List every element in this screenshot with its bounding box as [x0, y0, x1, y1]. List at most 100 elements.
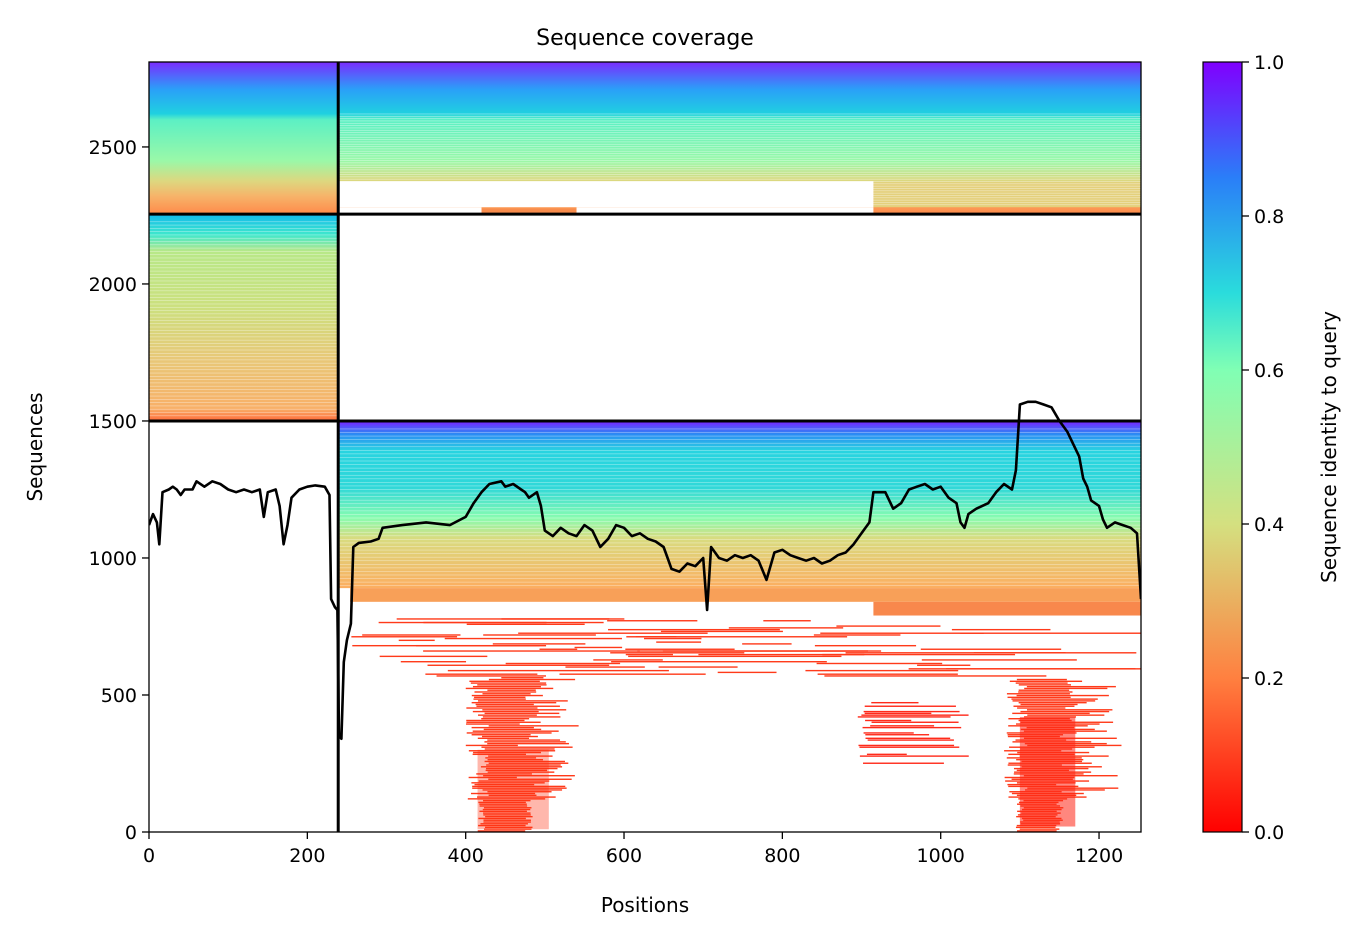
alignment-segment: [857, 716, 951, 718]
alignment-segment: [477, 684, 547, 686]
colorbar-tick-label: 1.0: [1254, 52, 1284, 74]
alignment-segment: [465, 687, 554, 690]
alignment-segment: [1024, 687, 1108, 690]
alignment-segment: [423, 621, 547, 624]
gap-streak: [149, 376, 339, 377]
alignment-segment: [644, 637, 702, 640]
alignment-segment: [814, 644, 917, 647]
alignment-segment: [479, 810, 527, 813]
chart-title: Sequence coverage: [536, 26, 754, 51]
alignment-segment: [400, 661, 467, 663]
alignment-segment: [479, 803, 527, 805]
gap-streak: [149, 274, 339, 275]
gap-streak: [149, 405, 339, 407]
gap-streak: [338, 542, 1141, 544]
gap-streak: [149, 224, 339, 226]
gap-streak: [149, 316, 339, 318]
gap-streak: [149, 251, 339, 252]
x-tick-label: 1000: [917, 845, 965, 867]
alignment-segment: [628, 655, 842, 658]
alignment-segment: [474, 691, 537, 693]
gap-streak: [338, 546, 1141, 547]
alignment-segment: [1015, 826, 1056, 829]
alignment-segment: [472, 730, 559, 732]
x-tick-label: 0: [143, 845, 155, 867]
alignment-segment: [1012, 700, 1096, 702]
alignment-segment: [820, 632, 984, 634]
alignment-segment: [866, 753, 907, 756]
gap-streak: [338, 174, 1141, 175]
y-tick-label: 500: [101, 685, 137, 707]
alignment-segment: [468, 750, 556, 752]
alignment-segment: [436, 675, 546, 677]
plot-frame: [148, 61, 1142, 833]
alignment-segment: [447, 669, 669, 672]
alignment-segment: [867, 739, 954, 741]
alignment-segment: [471, 734, 531, 736]
colorbar-label: Sequence identity to query: [1317, 311, 1341, 583]
gap-streak: [338, 118, 1141, 119]
alignment-segment: [501, 677, 544, 679]
alignment-segment: [870, 725, 935, 727]
alignment-segment: [487, 742, 569, 745]
alignment-segment: [593, 659, 663, 661]
alignment-segment: [465, 744, 518, 747]
x-tick-label: 1200: [1075, 845, 1123, 867]
alignment-segment: [539, 648, 578, 650]
alignment-segment: [473, 698, 526, 700]
alignment-segment: [488, 778, 572, 780]
alignment-segment: [483, 728, 542, 731]
gap-streak: [149, 247, 339, 249]
gap-streak: [149, 310, 339, 311]
gap-top-block-left: [338, 207, 482, 215]
alignment-segment: [859, 746, 960, 748]
alignment-segment: [466, 623, 585, 626]
alignment-segment: [625, 648, 735, 650]
alignment-segment: [611, 661, 827, 663]
y-tick-label: 1500: [89, 411, 137, 433]
gap-streak: [338, 503, 1141, 505]
alignment-segment: [477, 700, 568, 702]
gap-streak: [149, 313, 339, 315]
alignment-segment: [472, 685, 541, 688]
alignment-segment: [471, 726, 534, 729]
gap-streak: [338, 564, 1141, 565]
alignment-segment: [470, 792, 536, 795]
gap-streak: [149, 244, 339, 246]
alignment-segment: [862, 726, 962, 729]
y-tick-label: 2500: [89, 137, 137, 159]
gap-streak: [338, 553, 1141, 554]
alignment-segment: [481, 746, 573, 748]
alignment-segment: [1015, 682, 1068, 684]
alignment-segment: [487, 739, 561, 741]
gap-streak: [149, 343, 339, 344]
gap-streak: [338, 167, 1141, 168]
gap-streak: [338, 432, 1141, 433]
heatmap-band-orange: [350, 588, 1141, 602]
gap-streak: [338, 181, 1141, 182]
alignment-segment: [920, 648, 1062, 650]
gap-streak: [149, 287, 339, 288]
gap-streak: [338, 471, 1141, 472]
gap-streak: [338, 499, 1141, 501]
heatmap-band-top-right: [873, 182, 1141, 208]
gap-streak: [338, 528, 1141, 529]
alignment-segment: [477, 796, 556, 798]
alignment-segment: [482, 709, 567, 711]
alignment-segment: [484, 712, 560, 715]
gap-streak: [149, 277, 339, 278]
alignment-segment: [472, 753, 527, 756]
heatmap-block-bottom: [338, 420, 1141, 589]
alignment-segment: [476, 773, 532, 775]
alignment-segment: [483, 819, 531, 821]
gap-streak: [338, 560, 1141, 562]
gap-streak: [149, 320, 339, 321]
gap-streak: [338, 567, 1141, 569]
gap-streak: [338, 457, 1141, 458]
gap-streak: [338, 535, 1141, 537]
gap-streak: [149, 280, 339, 282]
alignment-segment: [610, 652, 745, 654]
gap-streak: [338, 585, 1141, 586]
gap-streak: [149, 254, 339, 255]
gap-streak: [338, 122, 1141, 124]
